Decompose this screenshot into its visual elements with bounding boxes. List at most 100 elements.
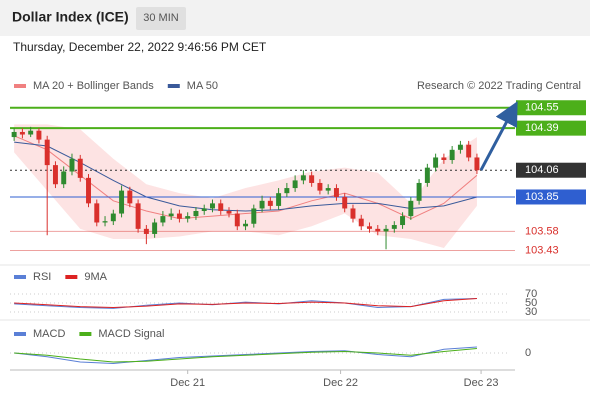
indicator-line [14,346,477,365]
candle-body [267,200,273,206]
candle-body [457,144,463,150]
candle-body [284,188,290,194]
interval[interactable]: 30 MIN [143,12,179,24]
candle-body [309,175,315,183]
candle-body [383,228,389,232]
candle-body [441,157,447,161]
target-arrow [479,101,518,171]
candle-body [135,203,141,229]
x-tick-label: Dec 22 [323,377,358,389]
candle-body [449,149,455,161]
candle-body [52,165,58,185]
candle-body [367,226,372,229]
candle-body [94,203,100,223]
instrument-title: Dollar Index (ICE) [12,9,129,25]
candle-body [259,200,265,209]
candle-body [391,225,397,229]
candle-body [19,131,25,135]
legend-swatch [167,84,180,88]
legend-label: RSI [33,271,51,283]
candle-body [408,200,414,217]
candle-body [28,130,34,135]
candle-body [350,208,356,219]
x-tick-label: Dec 21 [170,377,205,389]
candle-body [474,157,480,171]
candle-body [201,208,207,212]
candle-body [193,211,199,217]
level-label: 103.58 [525,225,559,237]
level-label: 103.85 [525,191,559,203]
indicator-line [14,348,477,363]
candle-body [317,182,323,191]
candle-body [210,203,215,209]
y-tick-label: 50 [525,297,537,309]
candle-body [143,228,149,234]
candle-body [218,203,224,212]
legend-label: MACD [33,328,65,340]
legend-swatch [79,332,92,336]
candle-body [119,190,125,214]
candle-body [176,213,182,219]
candle-body [160,216,166,223]
candle-body [168,213,174,217]
level-label-box [516,162,586,178]
moving-average [14,141,478,212]
candle-body [11,131,17,138]
legend-label: MACD Signal [98,328,164,340]
candle-body [226,211,232,214]
x-tick-label: Dec 23 [464,377,499,389]
y-tick-label: 0 [525,347,531,359]
legend-label: MA 50 [187,80,218,92]
candle-body [416,182,422,201]
candle-body [375,228,381,232]
candle-body [77,158,83,178]
candle-body [86,177,91,204]
header-bar [0,0,590,36]
y-tick-label: 30 [525,306,537,318]
candle-body [466,144,472,158]
candle-body [152,222,158,234]
interval-button[interactable] [136,7,186,30]
moving-average [13,135,478,220]
candle-body [69,158,75,172]
candle-body [44,139,50,166]
candle-body [127,190,133,204]
legend-swatch [65,275,78,279]
legend-swatch [14,275,26,279]
indicator-line [14,298,477,309]
candle-body [342,196,348,209]
legend-label: MA 20 + Bollinger Bands [33,80,154,92]
candle-body [358,218,364,227]
candle-body [300,175,306,181]
candle-body [185,216,191,219]
candle-body [243,223,249,227]
level-label-box [516,189,586,205]
candle-body [102,221,108,223]
level-label: 104.06 [525,164,559,176]
indicator-line [14,298,477,309]
candle-body [110,213,116,222]
legend-label: 9MA [84,271,107,283]
candle-body [36,130,42,140]
candle-body [276,193,282,206]
level-label: 103.43 [525,244,559,256]
level-label-box [516,100,586,116]
level-label-box [516,120,586,136]
candle-body [292,180,298,189]
candle-body [424,167,430,183]
candle-body [234,213,240,227]
candle-body [61,171,67,185]
candle-body [333,188,339,197]
y-tick-label: 70 [525,288,537,300]
level-label: 104.55 [525,102,559,114]
level-label: 104.39 [525,122,559,134]
candle-body [400,216,406,226]
candle-body [251,208,257,224]
legend-swatch [14,332,26,336]
candle-body [433,157,439,168]
candle-body [325,188,331,191]
timestamp: Thursday, December 22, 2022 9:46:56 PM C… [13,40,267,54]
watermark: Research © 2022 Trading Central [417,80,581,92]
legend-swatch [14,84,26,88]
